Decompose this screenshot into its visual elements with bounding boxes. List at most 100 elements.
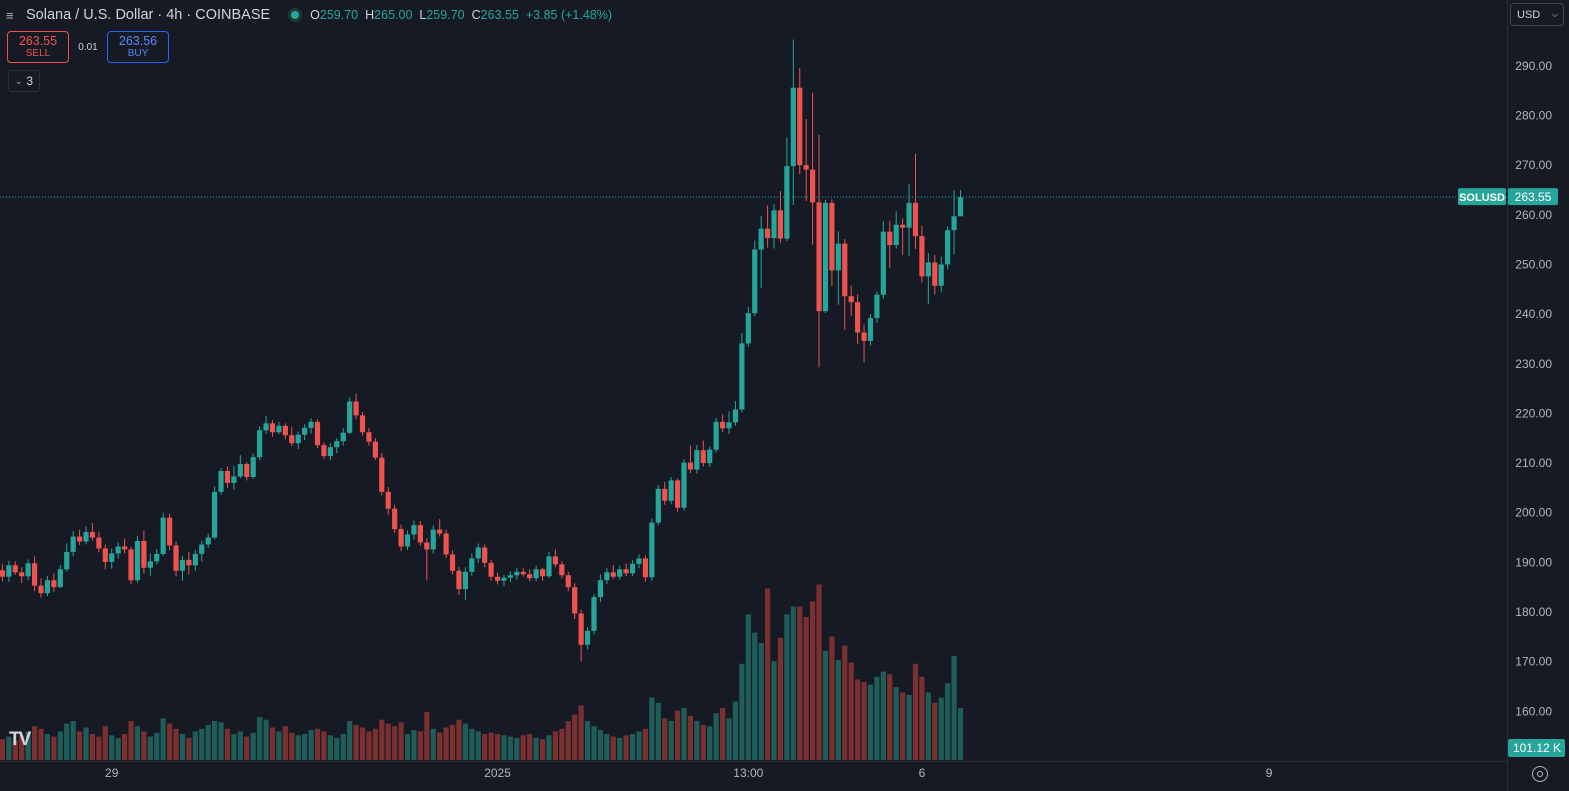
price-axis[interactable]: 290.00 280.00 270.00 260.00 250.00 240.00 230.… [1515, 59, 1552, 718]
volume-bar [739, 663, 745, 760]
sell-button[interactable]: 263.55 SELL [7, 31, 69, 63]
volume-bar [70, 721, 76, 760]
volume-bar [636, 731, 642, 760]
volume-bar [565, 721, 571, 760]
candle-down [777, 210, 784, 239]
volume-bar [19, 735, 25, 760]
candle-down [366, 432, 372, 442]
volume-bar [263, 719, 269, 760]
candle-up [533, 569, 539, 579]
volume-bar [96, 736, 102, 760]
volume-bar [51, 736, 57, 760]
volume-bar [777, 637, 784, 760]
volume-bar [76, 731, 83, 760]
tradingview-logo-icon[interactable]: TV [9, 729, 31, 750]
volume-bar [527, 734, 533, 760]
volume-bar [816, 584, 822, 760]
ohlc-value: 263.55 [480, 8, 519, 22]
candle-up [115, 546, 121, 554]
volume-bar [687, 715, 694, 760]
candle-down [0, 570, 6, 577]
candle-down [76, 536, 83, 542]
volume-bar [282, 726, 288, 760]
indicators-toggle-button[interactable]: ⌄ 3 [8, 70, 40, 92]
volume-bar [475, 731, 481, 760]
market-open-dot-icon [288, 8, 303, 22]
last-price-label: 263.55 [1515, 190, 1552, 204]
currency-select[interactable]: USD ⌵ [1510, 3, 1564, 26]
candle-down [224, 470, 231, 483]
candle-down [12, 565, 18, 573]
volume-bar [861, 682, 867, 760]
candle-up [308, 421, 314, 428]
volume-bar [141, 731, 147, 760]
candle-down [456, 570, 462, 590]
volume-bar [694, 721, 700, 760]
currency-label: USD [1517, 8, 1541, 21]
candle-down [102, 548, 108, 562]
volume-bar [906, 695, 912, 760]
candle-up [276, 425, 282, 433]
volume-bar [726, 718, 732, 760]
volume-bar [758, 643, 764, 760]
hamburger-icon[interactable]: ≡ [6, 7, 14, 23]
volume-bar [835, 659, 841, 760]
candle-up [636, 558, 642, 564]
volume-bar [404, 734, 411, 760]
price-tick-label: 160.00 [1515, 704, 1552, 718]
volume-bar [482, 734, 488, 760]
candle-down [700, 450, 706, 464]
candle-up [205, 537, 211, 545]
candle-down [816, 202, 822, 312]
volume-label-group: 101.12 K [1508, 739, 1565, 757]
volume-bar [810, 601, 816, 760]
price-tick-label: 240.00 [1515, 307, 1552, 321]
candle-down [417, 525, 423, 543]
candle-down [186, 559, 192, 566]
volume-bar [308, 730, 314, 760]
volume-bars [0, 584, 964, 760]
candle-down [719, 421, 726, 429]
volume-bar [514, 737, 520, 760]
volume-bar [237, 731, 243, 760]
candle-down [520, 571, 526, 575]
volume-bar [649, 697, 655, 760]
candle-up [617, 569, 623, 577]
candle-up [404, 534, 411, 547]
volume-bar [707, 726, 713, 760]
candle-down [449, 554, 456, 571]
symbol-title[interactable]: Solana / U.S. Dollar · 4h · COINBASE [26, 7, 271, 23]
volume-bar [456, 719, 462, 760]
volume-bar [327, 735, 333, 760]
volume-bar [951, 656, 957, 760]
volume-bar [848, 662, 854, 760]
price-tick-label: 170.00 [1515, 655, 1552, 669]
candle-up [134, 541, 141, 581]
volume-bar [231, 734, 237, 760]
buy-button[interactable]: 263.56 BUY [107, 31, 169, 63]
volume-bar [83, 727, 89, 760]
candle-up [906, 202, 912, 228]
volume-bar [160, 718, 166, 760]
volume-bar [295, 735, 301, 760]
volume-bar [179, 734, 186, 760]
volume-bar [957, 708, 964, 760]
volume-bar [424, 711, 430, 760]
time-tick-label: 2025 [484, 766, 511, 780]
candle-up [25, 563, 31, 577]
volume-bar [604, 734, 610, 760]
volume-bar [668, 721, 674, 760]
gear-icon[interactable] [1532, 766, 1548, 782]
candle-up [250, 457, 256, 477]
volume-bar [784, 614, 790, 760]
ohlc-readout: O259.70 H265.00 L259.70 C263.55 +3.85 (+… [310, 8, 614, 22]
volume-bar [314, 728, 321, 760]
candle-up [327, 447, 333, 457]
candle-up [147, 561, 153, 568]
buy-price: 263.56 [118, 34, 158, 49]
buy-label: BUY [127, 48, 149, 60]
time-tick-label: 9 [1266, 766, 1273, 780]
volume-bar [385, 723, 391, 760]
